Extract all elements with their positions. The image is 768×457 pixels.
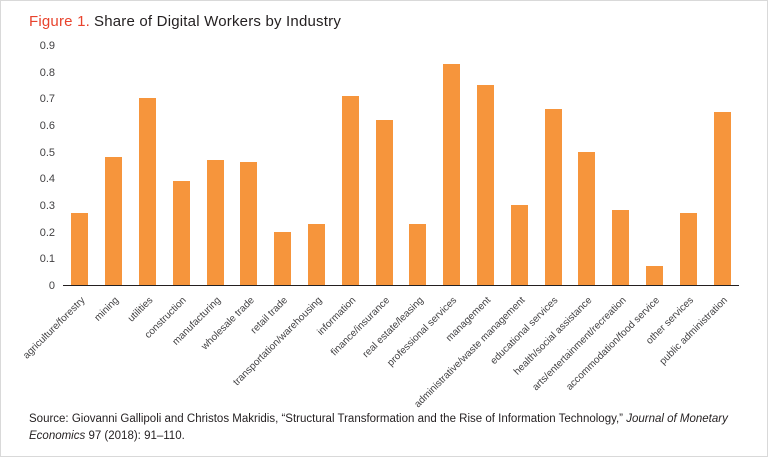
bar-slot	[435, 46, 469, 285]
y-axis-ticks: 0 0.1 0.2 0.3 0.4 0.5 0.6 0.7 0.8 0.9	[27, 40, 55, 292]
bar-slot	[97, 46, 131, 285]
bar-slot	[469, 46, 503, 285]
chart-title: Figure 1. Share of Digital Workers by Ind…	[29, 13, 341, 30]
y-axis-tick-label: 0.4	[39, 173, 55, 186]
y-axis-tick-label: 0	[48, 280, 55, 292]
bar-14	[510, 205, 528, 285]
bar-9	[341, 96, 359, 285]
bar-17	[612, 210, 630, 285]
bar-4	[172, 181, 190, 285]
bar-slot	[502, 46, 536, 285]
figure-label: Figure 1.	[29, 13, 90, 30]
bar-12	[443, 64, 461, 285]
y-axis-tick-label: 0.9	[39, 40, 55, 52]
source-journal: Journal of Monetary Economics	[29, 413, 728, 443]
bar-5	[206, 160, 224, 285]
y-axis-tick-label: 0.6	[39, 120, 55, 132]
bar-slot	[300, 46, 334, 285]
source-note: Source: Giovanni Gallipoli and Christos …	[29, 411, 743, 446]
bar-slot	[604, 46, 638, 285]
bar-2	[105, 157, 123, 285]
bar-slot	[705, 46, 739, 285]
bar-slot	[367, 46, 401, 285]
x-axis-label: agriculture/forestry	[21, 295, 88, 362]
bar-20	[713, 112, 731, 285]
bar-7	[274, 232, 292, 285]
bar-slot	[638, 46, 672, 285]
bar-13	[476, 85, 494, 285]
bar-slot	[63, 46, 97, 285]
bar-19	[679, 213, 697, 285]
bar-10	[375, 120, 393, 285]
x-label-slot: manufacturing	[170, 289, 232, 411]
bar-15	[544, 109, 562, 285]
bar-slot	[198, 46, 232, 285]
bar-16	[578, 152, 596, 285]
y-axis-tick-label: 0.1	[39, 253, 55, 266]
y-axis-tick-label: 0.8	[39, 66, 55, 79]
bar-slot	[131, 46, 165, 285]
x-label-slot: utilities	[126, 289, 165, 411]
x-axis-labels: agriculture/forestry mining utilities const…	[21, 289, 739, 411]
bar-slot	[401, 46, 435, 285]
bar-6	[240, 162, 258, 285]
bar-slot	[232, 46, 266, 285]
bar-18	[645, 266, 663, 285]
bar-slot	[536, 46, 570, 285]
x-label-slot: construction	[143, 289, 198, 411]
source-suffix: 97 (2018): 91–110.	[85, 430, 185, 443]
bar-11	[409, 224, 427, 285]
bar-1	[71, 213, 89, 285]
y-axis-tick-label: 0.7	[39, 93, 55, 106]
bar-8	[307, 224, 325, 285]
bar-slot	[266, 46, 300, 285]
x-axis-label: mining	[92, 295, 122, 324]
source-text: Source: Giovanni Gallipoli and Christos …	[29, 413, 627, 425]
y-axis-tick-label: 0.2	[39, 226, 55, 239]
x-label-slot: mining	[93, 289, 131, 411]
x-axis-label: utilities	[125, 295, 156, 325]
x-label-slot: agriculture/forestry	[21, 289, 97, 411]
x-label-slot: public administration	[658, 289, 739, 411]
bar-slot	[164, 46, 198, 285]
y-axis-tick-label: 0.3	[39, 200, 55, 212]
bar-3	[138, 98, 156, 285]
chart-plot	[63, 46, 739, 286]
bar-slot	[570, 46, 604, 285]
bar-slot	[671, 46, 705, 285]
y-axis-tick-label: 0.5	[39, 146, 55, 159]
bar-slot	[333, 46, 367, 285]
figure-title-text: Share of Digital Workers by Industry	[94, 13, 342, 30]
